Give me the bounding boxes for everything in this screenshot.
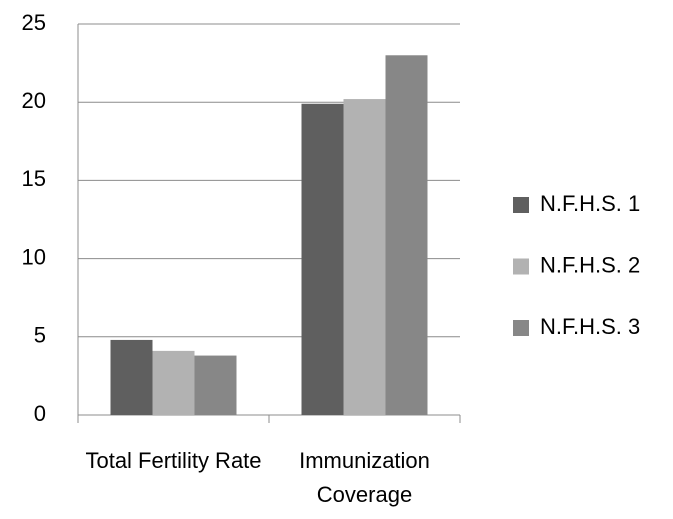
y-tick-label: 20 xyxy=(22,88,46,113)
bar xyxy=(301,103,344,415)
bar xyxy=(152,350,195,415)
bar xyxy=(385,55,428,415)
legend-swatch xyxy=(513,258,529,275)
legend-label: N.F.H.S. 3 xyxy=(540,314,640,339)
x-tick-label: Immunization Coverage xyxy=(299,448,430,507)
legend-label: N.F.H.S. 1 xyxy=(540,191,640,216)
y-tick-label: 5 xyxy=(34,323,46,348)
legend-swatch xyxy=(513,197,529,213)
y-tick-label: 15 xyxy=(22,166,46,191)
bar xyxy=(343,99,386,416)
y-tick-label: 25 xyxy=(22,10,46,35)
x-tick-label: Total Fertility Rate xyxy=(85,448,262,473)
y-tick-label: 10 xyxy=(22,244,46,269)
bar xyxy=(110,339,153,415)
legend-label: N.F.H.S. 2 xyxy=(540,252,640,277)
bar xyxy=(194,355,237,415)
legend-swatch xyxy=(513,320,529,336)
y-tick-label: 0 xyxy=(34,401,46,426)
